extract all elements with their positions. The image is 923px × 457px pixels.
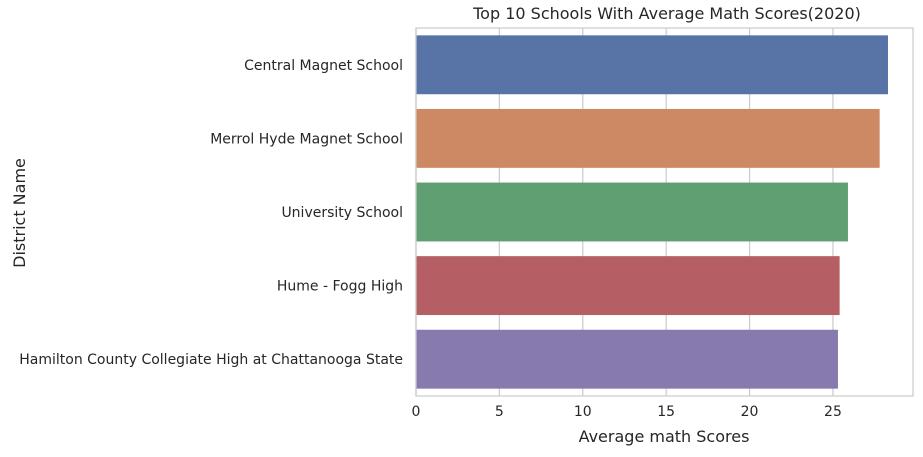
y-tick-label: Hamilton County Collegiate High at Chatt… — [19, 352, 403, 368]
x-tick-label: 15 — [657, 404, 675, 420]
y-axis-label: District Name — [10, 158, 29, 268]
x-tick-label: 10 — [574, 404, 592, 420]
bar — [416, 329, 838, 389]
x-tick-label: 25 — [824, 404, 842, 420]
y-tick-label: Merrol Hyde Magnet School — [210, 131, 403, 147]
bars — [416, 35, 888, 389]
y-tick-label: Central Magnet School — [244, 58, 403, 74]
x-tick-labels: 0 5 10 15 20 25 — [412, 404, 842, 420]
x-tick-label: 5 — [495, 404, 504, 420]
x-tick-label: 0 — [412, 404, 421, 420]
bar — [416, 108, 880, 168]
y-tick-label: University School — [281, 205, 403, 221]
bar — [416, 35, 888, 95]
y-tick-label: Hume - Fogg High — [277, 279, 403, 295]
chart-title: Top 10 Schools With Average Math Scores(… — [472, 4, 861, 23]
bar — [416, 182, 848, 242]
plot-frame — [415, 27, 914, 397]
y-tick-labels: Central Magnet School Merrol Hyde Magnet … — [19, 58, 403, 368]
bar — [416, 256, 840, 316]
x-axis-label: Average math Scores — [579, 427, 750, 446]
x-tick-label: 20 — [741, 404, 759, 420]
